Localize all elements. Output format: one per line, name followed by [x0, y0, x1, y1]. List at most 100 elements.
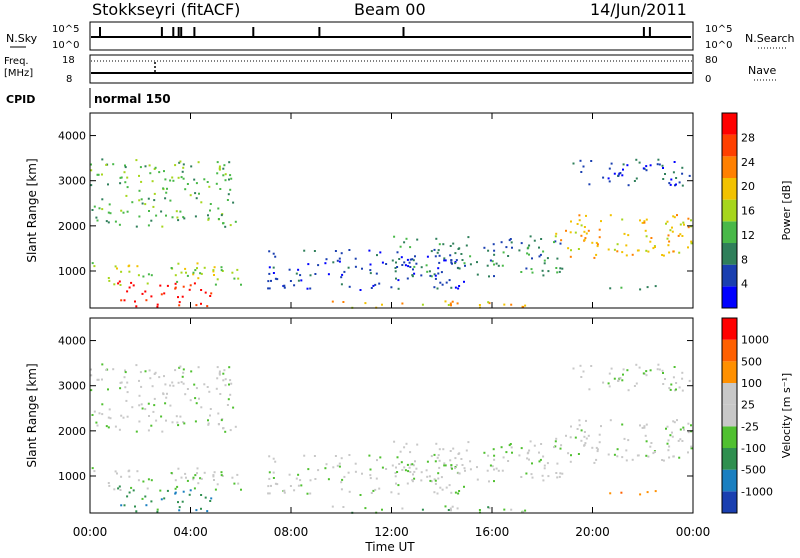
echo-cell	[668, 456, 671, 459]
echo-cell	[114, 425, 117, 428]
echo-cell	[213, 274, 215, 276]
echo-cell	[463, 280, 465, 283]
echo-cell	[438, 243, 441, 246]
echo-cell	[354, 257, 357, 260]
echo-cell	[182, 177, 185, 180]
echo-cell	[209, 209, 211, 212]
echo-cell	[113, 283, 116, 286]
echo-cell	[212, 269, 215, 272]
echo-cell	[530, 268, 533, 271]
echo-cell	[405, 442, 408, 445]
echo-cell	[682, 221, 685, 224]
echo-cell	[120, 299, 123, 302]
echo-cell	[528, 458, 530, 461]
echo-cell	[107, 426, 110, 429]
echo-cell	[175, 415, 178, 418]
echo-cell	[195, 509, 198, 512]
echo-cell	[166, 489, 169, 492]
echo-cell	[177, 296, 179, 299]
echo-cell	[436, 456, 439, 459]
echo-cell	[593, 461, 596, 464]
echo-cell	[313, 455, 316, 457]
echo-cell	[217, 423, 220, 425]
echo-cell	[138, 379, 140, 382]
echo-cell	[215, 387, 218, 390]
echo-cell	[540, 238, 543, 240]
echo-cell	[200, 507, 202, 510]
echo-cell	[430, 480, 433, 483]
echo-cell	[598, 236, 601, 239]
echo-cell	[409, 471, 412, 473]
echo-cell	[433, 286, 436, 289]
echo-cell	[623, 232, 626, 235]
echo-cell	[160, 210, 163, 213]
echo-cell	[140, 198, 143, 201]
echo-cell	[669, 388, 672, 391]
echo-cell	[171, 176, 174, 179]
echo-cell	[268, 266, 271, 269]
echo-cell	[192, 478, 195, 481]
echo-cell	[369, 272, 372, 275]
echo-cell	[508, 239, 511, 242]
echo-cell	[114, 470, 117, 473]
echo-cell	[595, 458, 598, 461]
echo-cell	[146, 487, 149, 490]
echo-cell	[126, 210, 129, 213]
echo-cell	[396, 266, 399, 268]
echo-cell	[428, 475, 431, 478]
echo-cell	[184, 267, 187, 270]
echo-cell	[442, 243, 445, 246]
echo-cell	[343, 270, 346, 273]
nsearch-label: N.Search	[745, 32, 795, 45]
echo-cell	[493, 275, 495, 278]
echo-cell	[200, 494, 203, 496]
echo-cell	[449, 254, 452, 257]
echo-cell	[107, 221, 110, 224]
echo-cell	[200, 302, 202, 305]
echo-cell	[407, 470, 410, 473]
echo-cell	[158, 376, 161, 379]
echo-cell	[162, 392, 165, 395]
echo-cell	[394, 472, 397, 474]
echo-cell	[172, 384, 175, 387]
echo-cell	[228, 383, 230, 386]
echo-cell	[635, 382, 638, 385]
echo-cell	[664, 173, 666, 175]
freq-label: Freq.	[4, 56, 29, 67]
echo-cell	[465, 449, 468, 452]
echo-cell	[209, 414, 211, 417]
echo-cell	[675, 388, 677, 391]
echo-cell	[179, 415, 182, 418]
echo-cell	[288, 268, 291, 271]
x-tick-label: 00:00	[73, 525, 108, 539]
echo-cell	[441, 283, 444, 286]
echo-cell	[570, 454, 572, 457]
echo-cell	[153, 404, 156, 407]
echo-cell	[317, 469, 320, 472]
echo-cell	[397, 287, 400, 290]
echo-cell	[681, 371, 684, 374]
echo-cell	[678, 251, 681, 254]
echo-cell	[376, 254, 378, 257]
echo-cell	[118, 428, 121, 431]
echo-cell	[272, 252, 275, 255]
echo-cell	[683, 428, 685, 431]
echo-cell	[105, 425, 108, 428]
echo-cell	[463, 262, 466, 265]
echo-cell	[348, 249, 351, 251]
echo-cell	[448, 484, 451, 487]
echo-cell	[150, 500, 153, 503]
echo-cell	[411, 480, 414, 483]
echo-cell	[439, 486, 442, 489]
echo-cell	[109, 212, 112, 215]
echo-cell	[451, 505, 454, 508]
echo-cell	[303, 249, 306, 252]
echo-cell	[500, 241, 503, 244]
echo-cell	[327, 478, 330, 481]
echo-cell	[217, 218, 220, 220]
echo-cell	[607, 177, 610, 180]
echo-cell	[652, 247, 655, 250]
echo-cell	[395, 466, 397, 469]
echo-cell	[218, 167, 221, 170]
